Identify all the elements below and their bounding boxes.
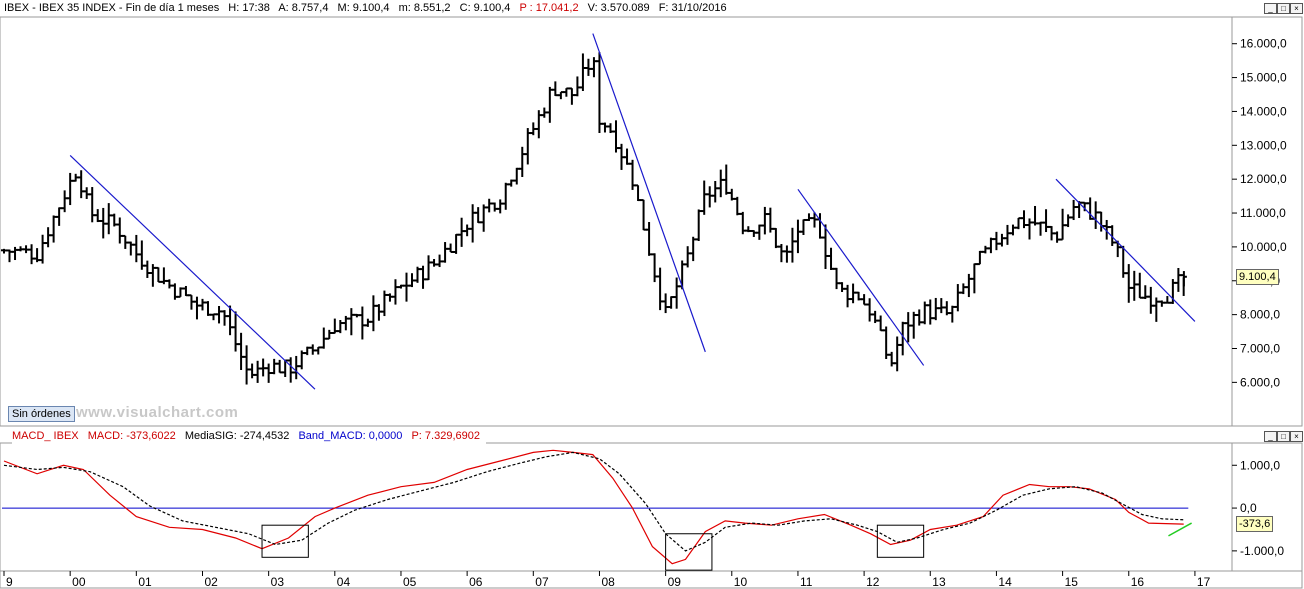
min-label: m: 8.551,2 [398,2,451,14]
symbol-label: IBEX - IBEX 35 INDEX - Fin de día 1 mese… [4,2,220,14]
time-tick-label: 9 [6,575,13,589]
time-tick-label: 13 [932,575,946,589]
ohlc-bars [1,52,1187,385]
macd-y-tick-label: 1.000,0 [1240,458,1280,472]
macd-layer: 1.000,0 0,0 -1.000,0 [2,449,1284,571]
time-tick-label: 03 [271,575,285,589]
price-panel-frame [0,16,1233,427]
time-label: H: 17:38 [228,2,270,14]
watermark: www.visualchart.com [76,404,239,421]
trendline [1055,178,1196,322]
time-tick-label: 11 [800,575,813,589]
time-tick-label: 14 [998,575,1012,589]
price-y-tick-label: 15.000,0 [1240,71,1287,85]
trendline [797,188,925,366]
macd-header: MACD_ IBEX MACD: -373,6022 MediaSIG: -27… [12,428,486,444]
macd-y-tick-label: 0,0 [1240,501,1257,515]
price-y-tick-label: 12.000,0 [1240,172,1287,186]
close-label: C: 9.100,4 [459,2,511,14]
highlight-box [261,524,309,558]
band-value-label: Band_MACD: 0,0000 [298,430,403,442]
signal-value-label: MediaSIG: -274,4532 [184,430,290,442]
minimize-price-button[interactable]: _ [1264,3,1277,14]
date-label: F: 31/10/2016 [658,2,727,14]
price-y-tick-label: 14.000,0 [1240,104,1287,118]
price-y-tick-label: 6.000,0 [1240,375,1280,389]
price-y-tick-label: 13.000,0 [1240,138,1287,152]
price-y-tick-label: 16.000,0 [1240,37,1287,51]
time-tick-label: 15 [1065,575,1079,589]
max-label: M: 9.100,4 [337,2,390,14]
time-tick-label: 10 [734,575,748,589]
time-axis: 9 00 01 02 03 04 05 06 07 08 09 10 11 12 13 14 15 16 17 [3,571,1211,589]
maximize-macd-button[interactable]: □ [1277,431,1290,442]
open-label: A: 8.757,4 [278,2,329,14]
macd-panel-frame [0,442,1233,572]
minimize-macd-button[interactable]: _ [1264,431,1277,442]
orders-button[interactable]: Sin órdenes [8,406,75,422]
price-layer: 6.000,07.000,08.000,09.000,010.000,011.0… [1,33,1287,390]
price-y-tick-label: 10.000,0 [1240,240,1287,254]
time-tick-label: 04 [337,575,351,589]
time-tick-label: 07 [535,575,549,589]
time-tick-label: 17 [1197,575,1211,589]
time-tick-label: 12 [866,575,880,589]
trendline [69,155,316,390]
p-value-label: P: 7.329,6902 [411,430,480,442]
time-tick-label: 08 [601,575,615,589]
time-tick-label: 09 [668,575,682,589]
time-axis-frame [0,570,1303,589]
p-label: P : 17.041,2 [519,2,579,14]
close-price-button[interactable]: × [1290,3,1303,14]
macd-projection-line [1168,522,1192,537]
time-tick-label: 16 [1131,575,1145,589]
macd-line [3,449,1184,565]
time-tick-label: 01 [138,575,152,589]
macd-axis-frame [1231,442,1303,572]
time-tick-label: 00 [72,575,86,589]
price-y-tick-label: 11.000,0 [1240,206,1286,220]
price-axis-frame [1231,16,1303,427]
signal-line [3,451,1184,552]
price-header: IBEX - IBEX 35 INDEX - Fin de día 1 mese… [4,0,733,16]
macd-y-tick-label: -1.000,0 [1240,544,1284,558]
macd-name-label: MACD_ IBEX [12,430,79,442]
time-tick-label: 02 [204,575,218,589]
highlight-box [876,524,925,558]
time-tick-label: 05 [403,575,417,589]
last-macd-tag: -373,6 [1236,516,1274,533]
price-y-tick-label: 8.000,0 [1240,308,1280,322]
macd-value-label: MACD: -373,6022 [87,430,176,442]
price-y-tick-label: 7.000,0 [1240,341,1280,355]
volume-label: V: 3.570.089 [587,2,650,14]
maximize-price-button[interactable]: □ [1277,3,1290,14]
close-macd-button[interactable]: × [1290,431,1303,442]
highlight-box [665,533,713,571]
time-tick-label: 06 [469,575,483,589]
last-price-tag: 9.100,4 [1236,269,1279,286]
trendline [592,33,706,353]
